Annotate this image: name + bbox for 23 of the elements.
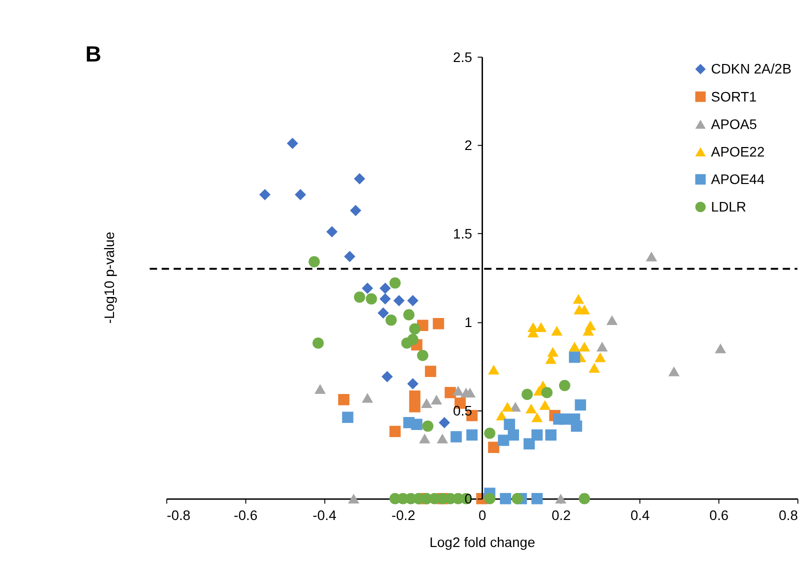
- y-tick-label: 0: [464, 492, 473, 507]
- y-tick-label: 2: [464, 138, 472, 154]
- x-tick-label: -0.2: [392, 508, 416, 524]
- y-tick-label: 1.5: [453, 226, 473, 242]
- legend-label: APOE44: [711, 172, 765, 187]
- x-tick-label: -0.8: [166, 508, 191, 524]
- x-tick-label: 0.8: [778, 508, 798, 524]
- legend-label: SORT1: [711, 89, 757, 104]
- legend-label: LDLR: [711, 200, 746, 215]
- y-axis-title: -Log10 p-value: [102, 231, 117, 324]
- x-tick-label: 0: [478, 508, 486, 524]
- x-axis-title: Log2 fold change: [429, 534, 536, 550]
- x-tick-label: 0.6: [709, 508, 729, 524]
- x-tick-label: 0.2: [552, 508, 571, 524]
- x-tick-label: -0.6: [234, 508, 258, 524]
- text: B: [85, 41, 102, 66]
- y-tick-label: 1: [464, 314, 472, 330]
- legend-label: CDKN 2A/2B: [711, 62, 792, 77]
- legend-label: APOA5: [711, 116, 758, 132]
- x-tick-label: 0.4: [630, 508, 650, 524]
- y-tick-label: 2.5: [453, 50, 473, 65]
- x-tick-label: -0.4: [312, 508, 337, 524]
- legend-label: APOE22: [711, 144, 765, 160]
